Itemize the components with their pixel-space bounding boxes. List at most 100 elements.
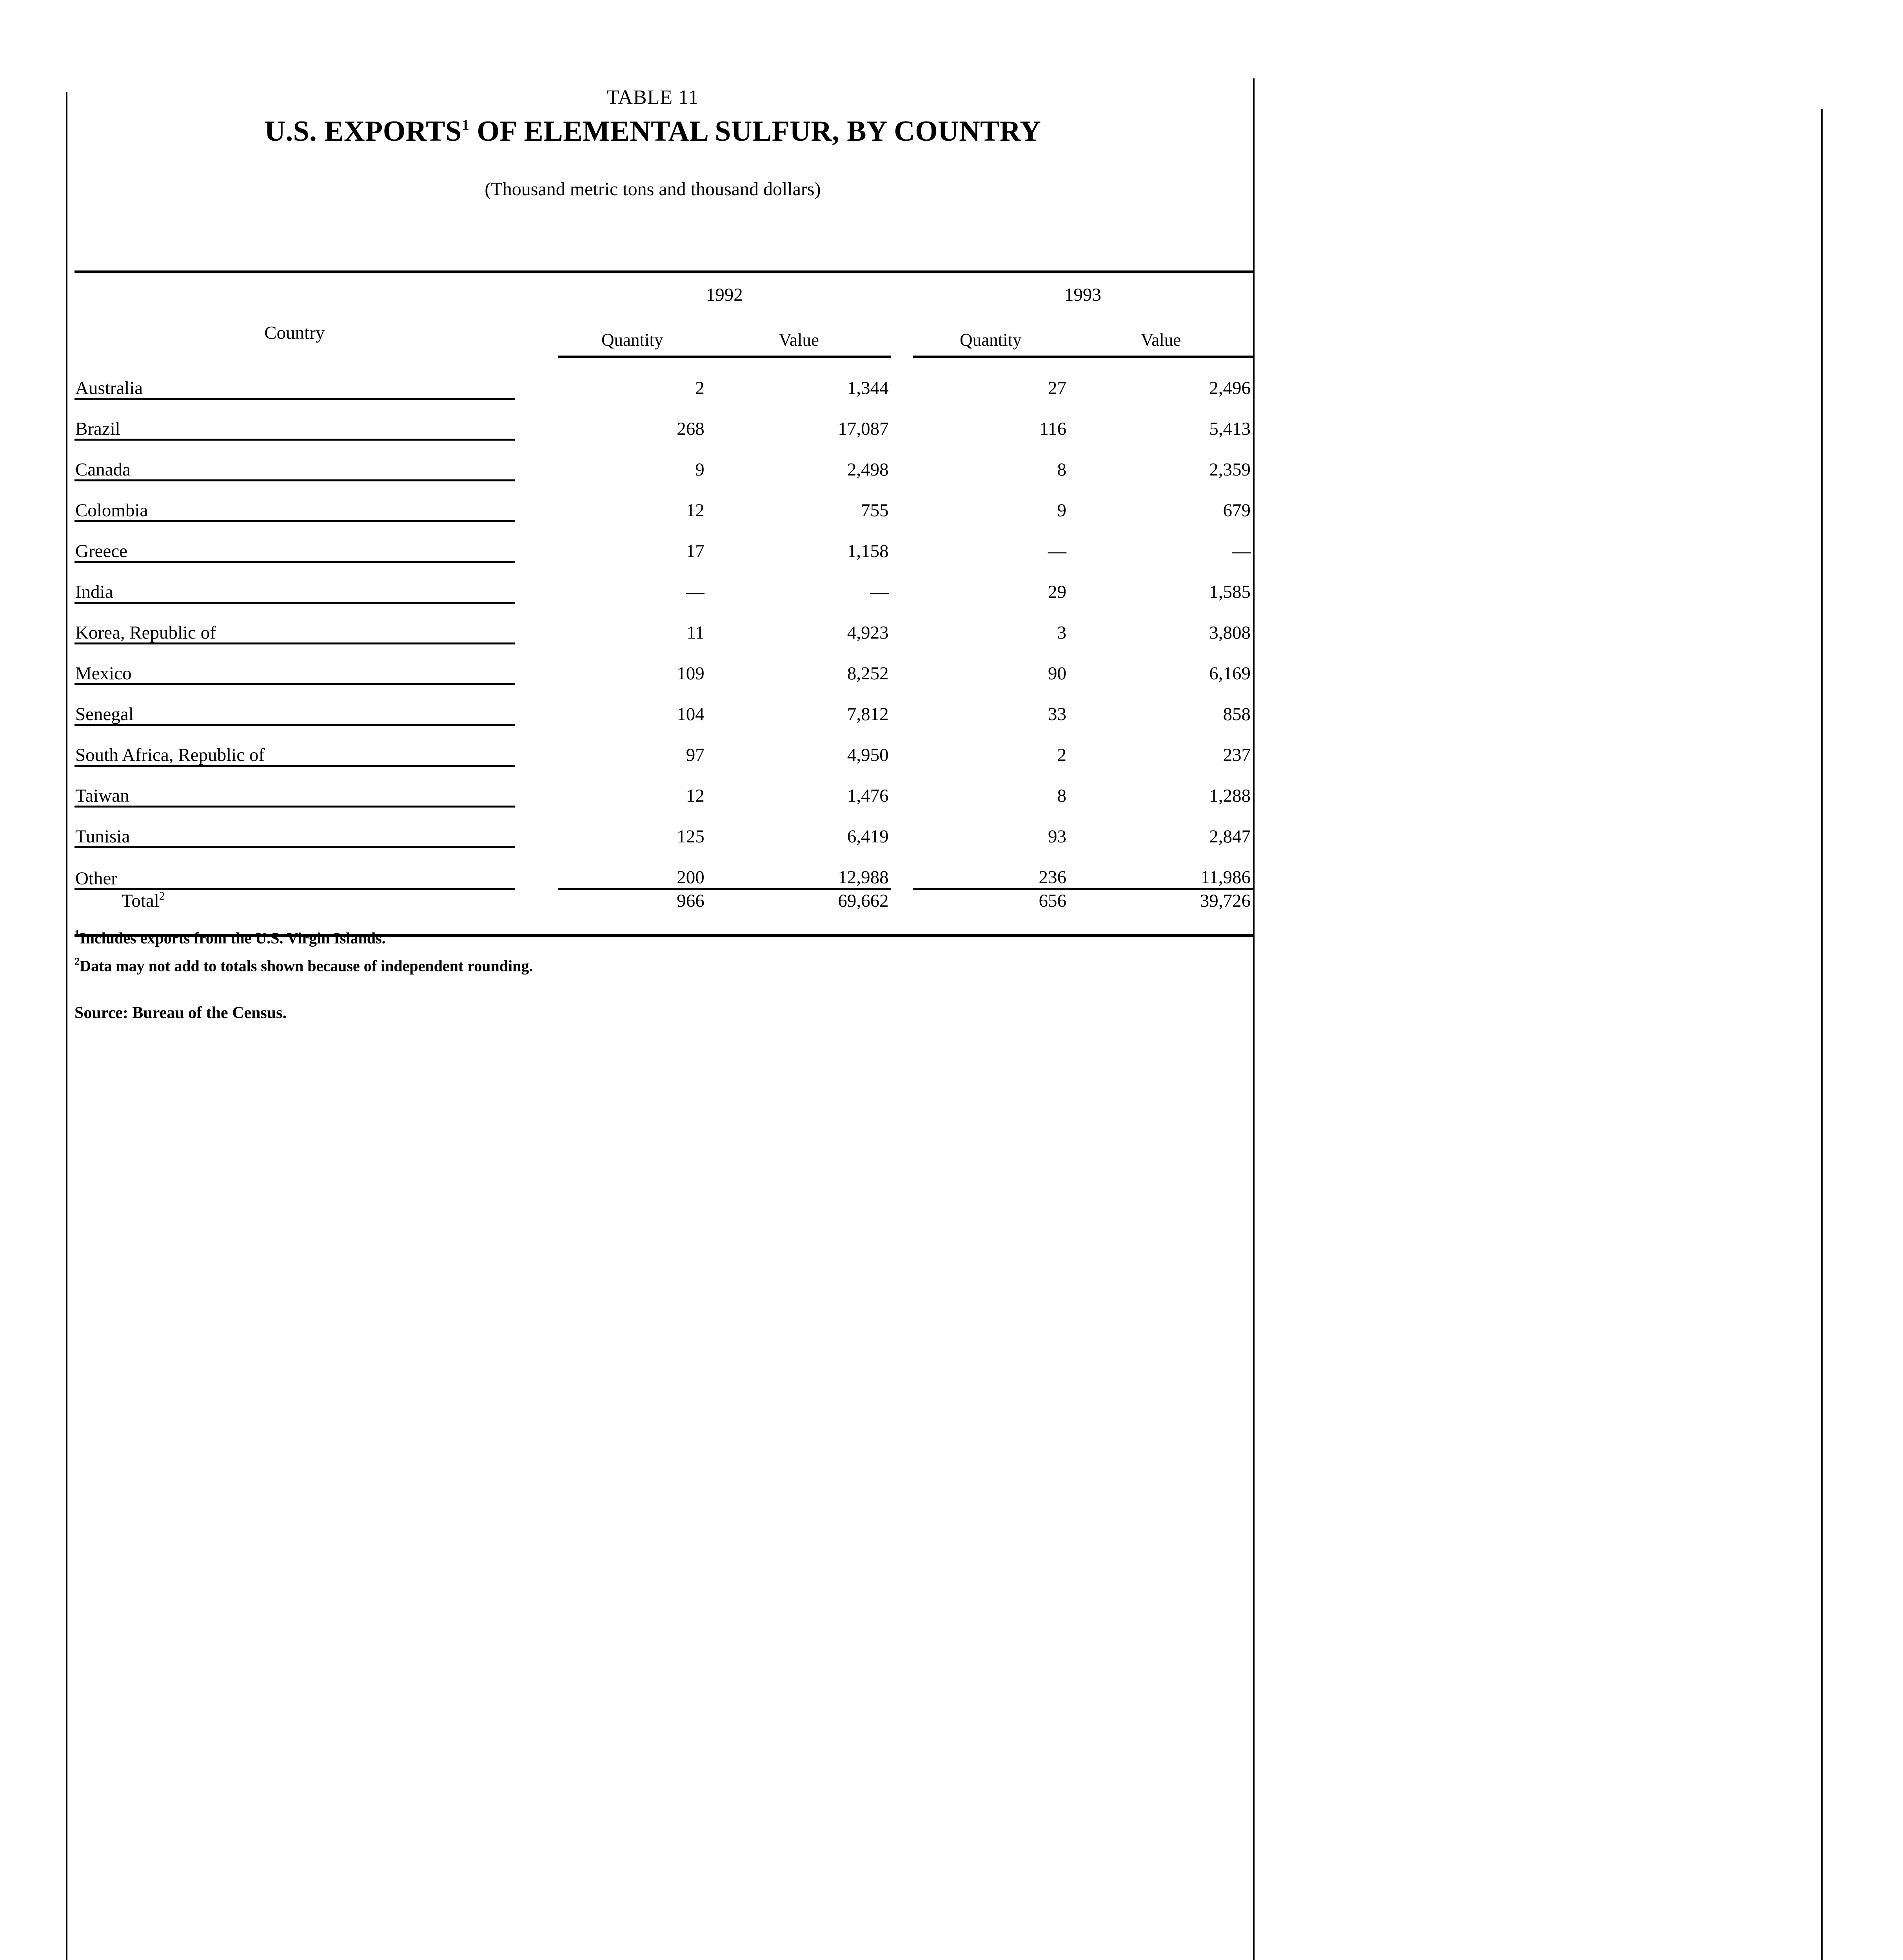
row-v1993: 1,288	[1209, 786, 1251, 806]
row-v1992: 8,252	[847, 663, 889, 684]
page-rule-middle	[1253, 78, 1255, 1960]
row-q1992: 9	[695, 459, 705, 480]
table-body: Australia 2 1,344 27 2,496 Brazil 268 17,087 116…	[74, 357, 1253, 890]
row-q1992: 200	[677, 867, 705, 887]
row-spacer-1	[515, 480, 558, 521]
row-country-label: India	[74, 562, 515, 604]
row-v1993: 237	[1223, 745, 1251, 765]
table-row: Colombia 12 755 9 679	[74, 480, 1253, 522]
total-quantity-1993: 656	[912, 888, 1069, 911]
table-row-total: Total2 966 69,662 656 39,726	[74, 888, 1253, 911]
table-row: Tunisia 125 6,419 93 2,847	[74, 806, 1253, 848]
row-spacer-2	[891, 643, 913, 684]
row-q1993: 2	[1057, 745, 1067, 765]
row-spacer-1	[515, 847, 558, 889]
year-label-1992: 1992	[706, 285, 743, 305]
row-spacer-1	[515, 521, 558, 562]
row-q1992: 12	[686, 500, 705, 521]
row-spacer-2	[891, 725, 913, 766]
row-spacer-2	[891, 357, 913, 399]
row-q1992: —	[686, 582, 705, 602]
row-v1993: 858	[1223, 704, 1251, 724]
row-v1992: 1,476	[847, 786, 889, 806]
total-quantity-1992: 966	[557, 888, 707, 911]
row-q1992: 125	[677, 826, 705, 847]
row-v1993: 2,496	[1209, 378, 1251, 398]
row-country-label: Korea, Republic of	[74, 603, 515, 644]
spacer-cell-4	[891, 308, 913, 357]
row-country-label: Taiwan	[74, 766, 515, 808]
footnote-2: 2Data may not add to totals shown becaus…	[74, 956, 1231, 974]
row-q1993: 27	[1048, 378, 1067, 398]
row-v1993: 5,413	[1209, 419, 1251, 439]
row-spacer-1	[515, 357, 558, 399]
header-row-subcolumns: Quantity Value Quantity Value	[74, 308, 1253, 358]
row-v1992: 17,087	[838, 419, 889, 439]
spacer-cell-6	[891, 889, 913, 911]
row-v1992: 6,419	[847, 826, 889, 847]
header-row-years: Country 1992 1993	[74, 270, 1253, 357]
row-v1993: —	[1232, 541, 1251, 561]
total-label-text: Total	[122, 891, 159, 911]
table-row: Senegal 104 7,812 33 858	[74, 684, 1253, 726]
row-spacer-1	[515, 439, 558, 480]
footnote-2-marker: 2	[74, 955, 80, 967]
title-rest: OF ELEMENTAL SULFUR, BY COUNTRY	[469, 115, 1041, 148]
row-country-label: Mexico	[74, 643, 515, 685]
row-country-label: Colombia	[74, 480, 515, 522]
row-spacer-2	[891, 439, 913, 480]
row-v1993: 2,359	[1209, 459, 1251, 480]
table-number-label: TABLE 11	[606, 86, 699, 109]
row-v1992: 4,950	[847, 745, 889, 765]
spacer-cell-1	[514, 270, 558, 308]
row-q1992: 268	[677, 419, 705, 439]
row-spacer-1	[515, 603, 558, 643]
row-q1993: 33	[1048, 704, 1067, 724]
row-country-label: Australia	[74, 357, 515, 400]
row-spacer-2	[891, 562, 913, 603]
row-spacer-1	[515, 806, 558, 847]
total-value-1992: 69,662	[706, 888, 891, 911]
title-main: U.S. EXPORTS	[264, 115, 462, 148]
table-row: South Africa, Republic of 97 4,950 2 237	[74, 725, 1253, 767]
table-row: Mexico 109 8,252 90 6,169	[74, 643, 1253, 685]
table-row: India — — 29 1,585	[74, 562, 1253, 604]
row-v1993: 3,808	[1209, 622, 1251, 643]
row-spacer-1	[515, 562, 558, 603]
total-value-1993: 39,726	[1069, 888, 1253, 911]
row-v1993: 11,986	[1200, 867, 1251, 887]
table-foot: Total2 966 69,662 656 39,726	[74, 888, 1253, 937]
footnote-1-text: Includes exports from the U.S. Virgin Is…	[80, 929, 386, 947]
table-row: Other 200 12,988 236 11,986	[74, 847, 1253, 890]
row-spacer-1	[515, 766, 558, 806]
row-spacer-2	[891, 766, 913, 806]
table-row: Taiwan 12 1,476 8 1,288	[74, 766, 1253, 808]
row-country-label: Tunisia	[74, 806, 515, 848]
row-q1993: 116	[1039, 419, 1067, 439]
column-header-year-1993: 1993	[912, 270, 1253, 308]
table-head: Country 1992 1993 Quantity Value Quantit…	[74, 270, 1253, 358]
row-spacer-1	[515, 399, 558, 439]
row-spacer-2	[891, 684, 913, 725]
page-title: U.S. EXPORTS1 OF ELEMENTAL SULFUR, BY CO…	[74, 114, 1231, 149]
year-label-1993: 1993	[1064, 285, 1101, 305]
column-header-country: Country	[74, 270, 515, 357]
row-q1993: 8	[1057, 459, 1067, 480]
row-v1992: 2,498	[847, 459, 889, 480]
footnote-1: 1Includes exports from the U.S. Virgin I…	[74, 928, 1231, 946]
row-v1993: 6,169	[1209, 663, 1251, 684]
row-spacer-1	[515, 684, 558, 725]
row-q1992: 104	[677, 704, 705, 724]
row-spacer-2	[891, 480, 913, 521]
row-country-label: Senegal	[74, 684, 515, 726]
table-row: Greece 17 1,158 — —	[74, 521, 1253, 563]
row-country-label: Other	[74, 847, 515, 890]
row-v1993: 1,585	[1209, 582, 1251, 602]
row-country-label: South Africa, Republic of	[74, 725, 515, 767]
row-q1992: 97	[686, 745, 705, 765]
table-row: Korea, Republic of 11 4,923 3 3,808	[74, 603, 1253, 644]
page-rule-left	[66, 92, 67, 1960]
row-q1992: 2	[695, 378, 705, 398]
row-spacer-2	[891, 399, 913, 439]
row-spacer-1	[515, 725, 558, 766]
